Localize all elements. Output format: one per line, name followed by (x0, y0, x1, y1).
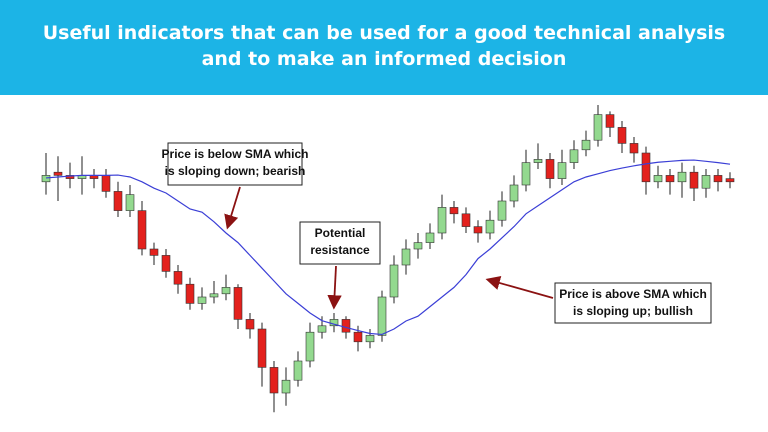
candle-body (113, 191, 123, 211)
candle-body (461, 213, 471, 227)
candle-body (437, 207, 447, 234)
candle-body (509, 184, 519, 202)
annotation-arrow (327, 265, 342, 310)
candle-body (473, 226, 483, 234)
candle-body (713, 175, 723, 183)
candle-body (353, 331, 363, 343)
candle-body (497, 200, 507, 221)
candle-body (101, 175, 111, 192)
candle-body (689, 171, 699, 189)
candle-body (593, 114, 603, 141)
candle-body (521, 162, 531, 186)
candle-body (197, 296, 207, 304)
candle-body (317, 325, 327, 333)
annotation-text: Price is below SMA which (162, 147, 309, 161)
candle-body (677, 171, 687, 183)
candle-body (389, 264, 399, 298)
sma-line (45, 159, 731, 336)
candle-body (569, 149, 579, 163)
candle-body (485, 219, 495, 234)
annotation-text: is sloping up; bullish (573, 304, 693, 318)
candle-body (281, 379, 291, 394)
candle-body (137, 210, 147, 250)
candle-body (305, 331, 315, 362)
annotation-box (299, 221, 381, 265)
candle-body (617, 127, 627, 144)
candle-body (341, 319, 351, 333)
annotation-text: Potential (315, 226, 366, 240)
candle-body (557, 162, 567, 179)
candle-body (533, 159, 543, 163)
annotation-arrow (224, 186, 241, 230)
annotation-text: is sloping down; bearish (165, 164, 306, 178)
candle-body (377, 296, 387, 336)
candle-body (41, 175, 51, 183)
candle-body (257, 328, 267, 368)
candle-body (401, 248, 411, 266)
annotation-text: resistance (310, 243, 370, 257)
annotation-arrow (485, 275, 554, 299)
candle-body (641, 152, 651, 183)
candle-body (209, 293, 219, 298)
candle-body (149, 248, 159, 256)
candle-body (125, 194, 135, 211)
title-line: Useful indicators that can be used for a… (42, 22, 726, 44)
candle-body (605, 114, 615, 128)
candle-body (269, 367, 279, 394)
candle-body (725, 178, 735, 183)
candle-body (701, 175, 711, 189)
candle-body (173, 271, 183, 285)
candle-body (221, 287, 231, 295)
candle-body (653, 175, 663, 183)
candle-body (245, 319, 255, 330)
candle-body (665, 175, 675, 183)
candle-body (365, 335, 375, 343)
candle-body (161, 255, 171, 272)
banner: Useful indicators that can be used for a… (0, 0, 768, 95)
annotation-box (554, 282, 712, 324)
candle-body (449, 207, 459, 215)
candle-body (233, 287, 243, 320)
candle-body (425, 232, 435, 243)
candle-body (545, 159, 555, 179)
candle-body (581, 139, 591, 151)
title-line: and to make an informed decision (201, 48, 567, 70)
candle-body (293, 360, 303, 381)
annotation-box (167, 142, 303, 186)
candle-body (65, 175, 75, 179)
annotation-text: Price is above SMA which (559, 287, 707, 301)
candle-body (629, 143, 639, 154)
candle-body (53, 171, 63, 176)
candle-body (413, 242, 423, 250)
candle-body (185, 283, 195, 304)
